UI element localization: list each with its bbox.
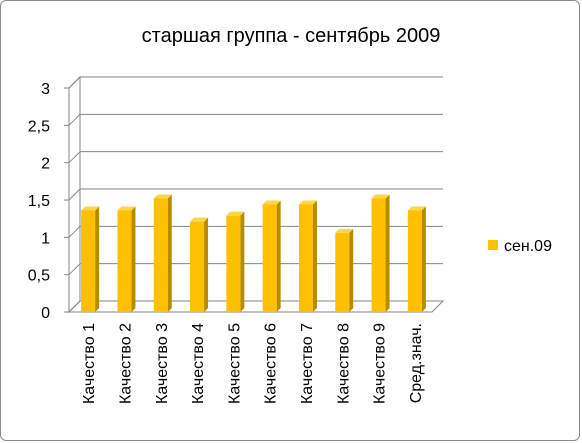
y-axis-tick-labels: 0 0,5 1 1,5 2 2,5 3 — [28, 81, 50, 322]
bar-side — [131, 206, 136, 312]
bar-top — [153, 194, 172, 199]
bar — [298, 200, 317, 312]
bar-top — [81, 206, 100, 211]
gridline-side — [68, 76, 81, 89]
bar-top — [117, 206, 136, 211]
x-tick-label: Качество 7 — [299, 323, 316, 404]
bar-front — [81, 210, 96, 312]
bar-front — [190, 221, 205, 312]
gridline-side — [68, 113, 81, 126]
gridline-side — [68, 188, 81, 201]
y-tick-label: 3 — [41, 81, 50, 98]
bar-front — [371, 198, 386, 312]
bar-side — [167, 194, 172, 312]
y-tick-label: 2,5 — [28, 118, 50, 135]
bar-top — [335, 228, 354, 233]
x-axis-tick-labels: Качество 1 Качество 2 Качество 3 Качество 4… — [81, 323, 425, 404]
gridline-side — [68, 151, 81, 164]
bar-top — [226, 211, 245, 216]
bar — [81, 206, 100, 312]
bar-front — [407, 210, 422, 312]
bar-top — [298, 200, 317, 205]
bar — [190, 217, 209, 312]
gridline-side — [68, 263, 81, 276]
x-tick-label: Качество 5 — [226, 323, 243, 404]
x-tick-label: Качество 6 — [263, 323, 280, 404]
bar-top — [262, 200, 281, 205]
bar — [262, 200, 281, 312]
y-tick-label: 1,5 — [28, 193, 50, 210]
bar-top — [371, 194, 390, 199]
y-tick-label: 2 — [41, 156, 50, 173]
x-tick-label: Сред.знач. — [408, 323, 425, 403]
bar-front — [262, 204, 277, 312]
bar-top — [190, 217, 209, 222]
bar-side — [276, 200, 281, 312]
bar-top — [407, 206, 426, 211]
bar — [153, 194, 172, 312]
x-tick-label: Качество 3 — [154, 323, 171, 404]
bar-front — [226, 215, 241, 312]
bar-side — [385, 194, 390, 312]
bar-side — [240, 211, 245, 312]
x-tick-label: Качество 8 — [335, 323, 352, 404]
x-tick-label: Качество 9 — [372, 323, 389, 404]
y-tick-label: 0,5 — [28, 268, 50, 285]
bar — [335, 228, 354, 312]
bar-front — [153, 198, 168, 312]
bar-front — [117, 210, 132, 312]
bar-front — [298, 204, 313, 312]
x-tick-label: Качество 2 — [117, 323, 134, 404]
x-tick-label: Качество 1 — [81, 323, 98, 404]
bar — [226, 211, 245, 312]
y-tick-label: 1 — [41, 230, 50, 247]
x-tick-label: Качество 4 — [190, 323, 207, 404]
bar — [371, 194, 390, 312]
bars — [81, 194, 426, 312]
chart-title: старшая группа - сентябрь 2009 — [142, 25, 441, 47]
legend: сен.09 — [488, 238, 552, 255]
y-tick-label: 0 — [41, 305, 50, 322]
bar-side — [312, 200, 317, 312]
bar — [117, 206, 136, 312]
legend-swatch — [488, 240, 498, 250]
bar-side — [204, 217, 209, 312]
bar — [407, 206, 426, 312]
gridline-side — [68, 225, 81, 238]
bar-side — [421, 206, 426, 312]
bar-front — [335, 232, 350, 312]
legend-label: сен.09 — [504, 238, 552, 255]
bar-side — [95, 206, 100, 312]
gridline-side — [68, 300, 81, 313]
bar-side — [349, 228, 354, 312]
